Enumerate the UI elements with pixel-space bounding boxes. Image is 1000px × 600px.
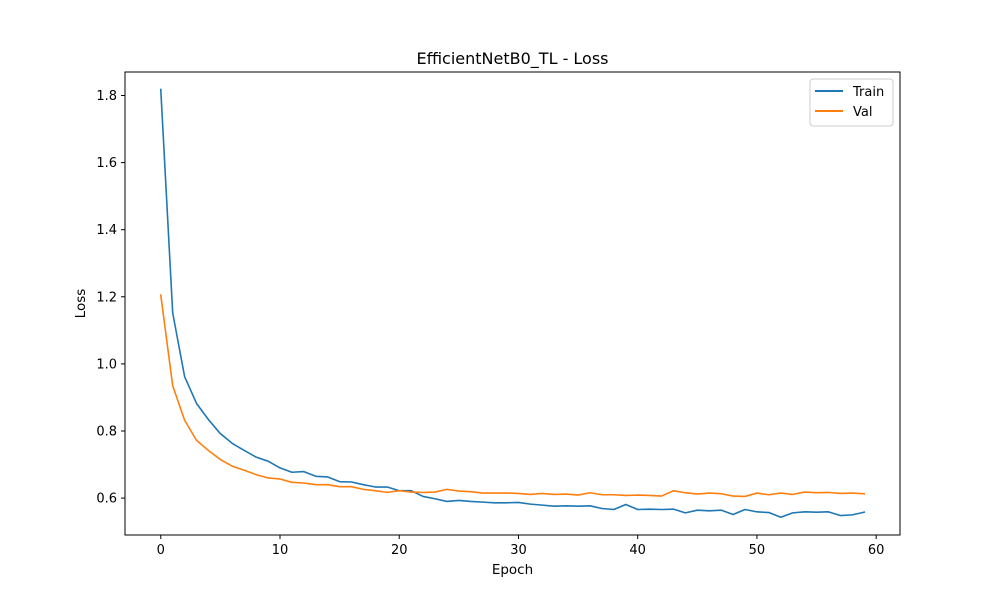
x-axis: 0 10 20 30 40 50 60: [157, 535, 885, 558]
axes-frame: [124, 71, 901, 536]
legend-label-val: Val: [853, 105, 872, 120]
plot-area: [124, 71, 901, 536]
y-tick-label: 1.6: [96, 156, 117, 171]
legend: Train Val: [809, 78, 894, 127]
x-tick-label: 10: [272, 543, 289, 558]
series-line-train: [159, 88, 866, 519]
x-axis-label: Epoch: [492, 562, 533, 578]
y-tick-label: 1.4: [96, 223, 117, 238]
series-line-val: [159, 294, 866, 498]
y-tick-label: 0.6: [96, 492, 117, 507]
y-tick-label: 1.2: [96, 290, 117, 305]
x-tick-label: 20: [391, 543, 408, 558]
x-tick-label: 0: [157, 543, 165, 558]
legend-label-train: Train: [852, 85, 884, 100]
chart-title: EfficientNetB0_TL - Loss: [416, 49, 608, 69]
y-tick-label: 0.8: [96, 424, 117, 439]
y-tick-label: 1.0: [96, 357, 117, 372]
y-axis: 0.6 0.8 1.0 1.2 1.4 1.6 1.8: [96, 89, 125, 507]
x-tick-label: 40: [629, 543, 646, 558]
x-tick-label: 50: [749, 543, 766, 558]
series-layer: [159, 88, 866, 519]
y-tick-label: 1.8: [96, 89, 117, 104]
y-axis-label: Loss: [73, 289, 89, 319]
x-tick-label: 60: [868, 543, 885, 558]
x-tick-label: 30: [510, 543, 527, 558]
